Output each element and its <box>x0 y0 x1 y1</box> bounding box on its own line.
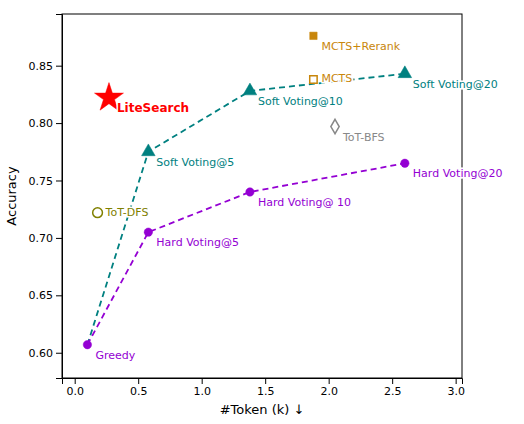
point <box>331 119 339 133</box>
point <box>83 341 91 349</box>
y-tick-label: 0.70 <box>29 232 54 245</box>
plot-frame <box>62 14 462 378</box>
y-tick: 0.65 <box>29 289 63 302</box>
y-tick-label: 0.85 <box>29 60 54 73</box>
x-tick-mark <box>265 378 266 384</box>
x-tick-mark <box>329 378 330 384</box>
y-tick-label: 0.60 <box>29 347 54 360</box>
point-label: LiteSearch <box>117 101 189 115</box>
y-tick-mark <box>56 238 62 239</box>
x-tick-label: 3.0 <box>447 385 465 398</box>
x-tick-mark <box>456 378 457 384</box>
x-tick-mark <box>392 378 393 384</box>
chart-container: 0.0 0.5 1.0 1.5 2.0 2.5 3.0 0.60 0.65 0.70 0.75 0.8… <box>0 0 524 424</box>
point <box>243 83 257 95</box>
point-label: Hard Voting@20 <box>413 167 503 180</box>
x-tick: 3.0 <box>447 378 465 398</box>
y-tick-mark <box>56 180 62 181</box>
x-tick-label: 0.0 <box>66 385 84 398</box>
x-tick-mark <box>138 378 139 384</box>
y-tick: 0.60 <box>29 347 63 360</box>
point <box>144 228 152 236</box>
x-tick: 0.0 <box>66 378 84 398</box>
y-tick-mark <box>56 353 62 354</box>
y-tick: 0.80 <box>29 117 63 130</box>
y-tick: 0.85 <box>29 60 63 73</box>
point <box>310 32 317 39</box>
x-tick-label: 2.0 <box>320 385 338 398</box>
x-tick-label: 0.5 <box>130 385 148 398</box>
series-line <box>87 163 404 344</box>
point <box>93 208 103 218</box>
x-tick-mark <box>75 378 76 384</box>
y-tick: 0.70 <box>29 232 63 245</box>
x-tick-label: 2.5 <box>384 385 402 398</box>
point-label: Hard Voting@5 <box>156 236 239 249</box>
point-label: Greedy <box>95 349 135 362</box>
point-label: MCTS <box>321 72 352 85</box>
point-label: Hard Voting@ 10 <box>258 196 351 209</box>
x-axis-title: #Token (k) ↓ <box>220 402 305 417</box>
x-tick: 1.5 <box>257 378 275 398</box>
y-tick-label: 0.80 <box>29 117 54 130</box>
x-tick: 1.0 <box>193 378 211 398</box>
point-label: ToT-BFS <box>342 131 385 144</box>
y-tick-mark <box>56 66 62 67</box>
y-tick-label: 0.75 <box>29 175 54 188</box>
point-label: Soft Voting@20 <box>413 78 498 91</box>
y-tick-label: 0.65 <box>29 289 54 302</box>
x-tick: 0.5 <box>130 378 148 398</box>
point <box>398 66 412 78</box>
chart: 0.0 0.5 1.0 1.5 2.0 2.5 3.0 0.60 0.65 0.70 0.75 0.8… <box>0 0 524 424</box>
x-axis: 0.0 0.5 1.0 1.5 2.0 2.5 3.0 <box>63 378 465 398</box>
x-tick-label: 1.5 <box>257 385 275 398</box>
x-tick-mark <box>202 378 203 384</box>
point <box>246 188 254 196</box>
y-tick: 0.75 <box>29 175 63 188</box>
plot: 0.0 0.5 1.0 1.5 2.0 2.5 3.0 0.60 0.65 0.70 0.75 0.8… <box>29 14 503 398</box>
point <box>401 159 409 167</box>
point-label: MCTS+Rerank <box>321 40 400 53</box>
point <box>310 76 317 83</box>
point <box>142 144 156 156</box>
marks <box>83 32 411 349</box>
point-label: ToT-DFS <box>105 206 149 219</box>
y-axis: 0.60 0.65 0.70 0.75 0.80 0.85 <box>29 15 63 379</box>
annotations: Soft Voting@5 Soft Voting@10 Soft Voting@2… <box>95 40 502 362</box>
x-tick: 2.5 <box>384 378 402 398</box>
x-axis-line <box>63 379 463 385</box>
y-tick-mark <box>56 295 62 296</box>
series-line <box>87 74 404 345</box>
x-tick: 2.0 <box>320 378 338 398</box>
point-label: Soft Voting@5 <box>156 156 234 169</box>
point-label: Soft Voting@10 <box>258 95 343 108</box>
x-tick-label: 1.0 <box>193 385 211 398</box>
y-tick-mark <box>56 123 62 124</box>
y-axis-title: Accuracy <box>4 166 19 226</box>
